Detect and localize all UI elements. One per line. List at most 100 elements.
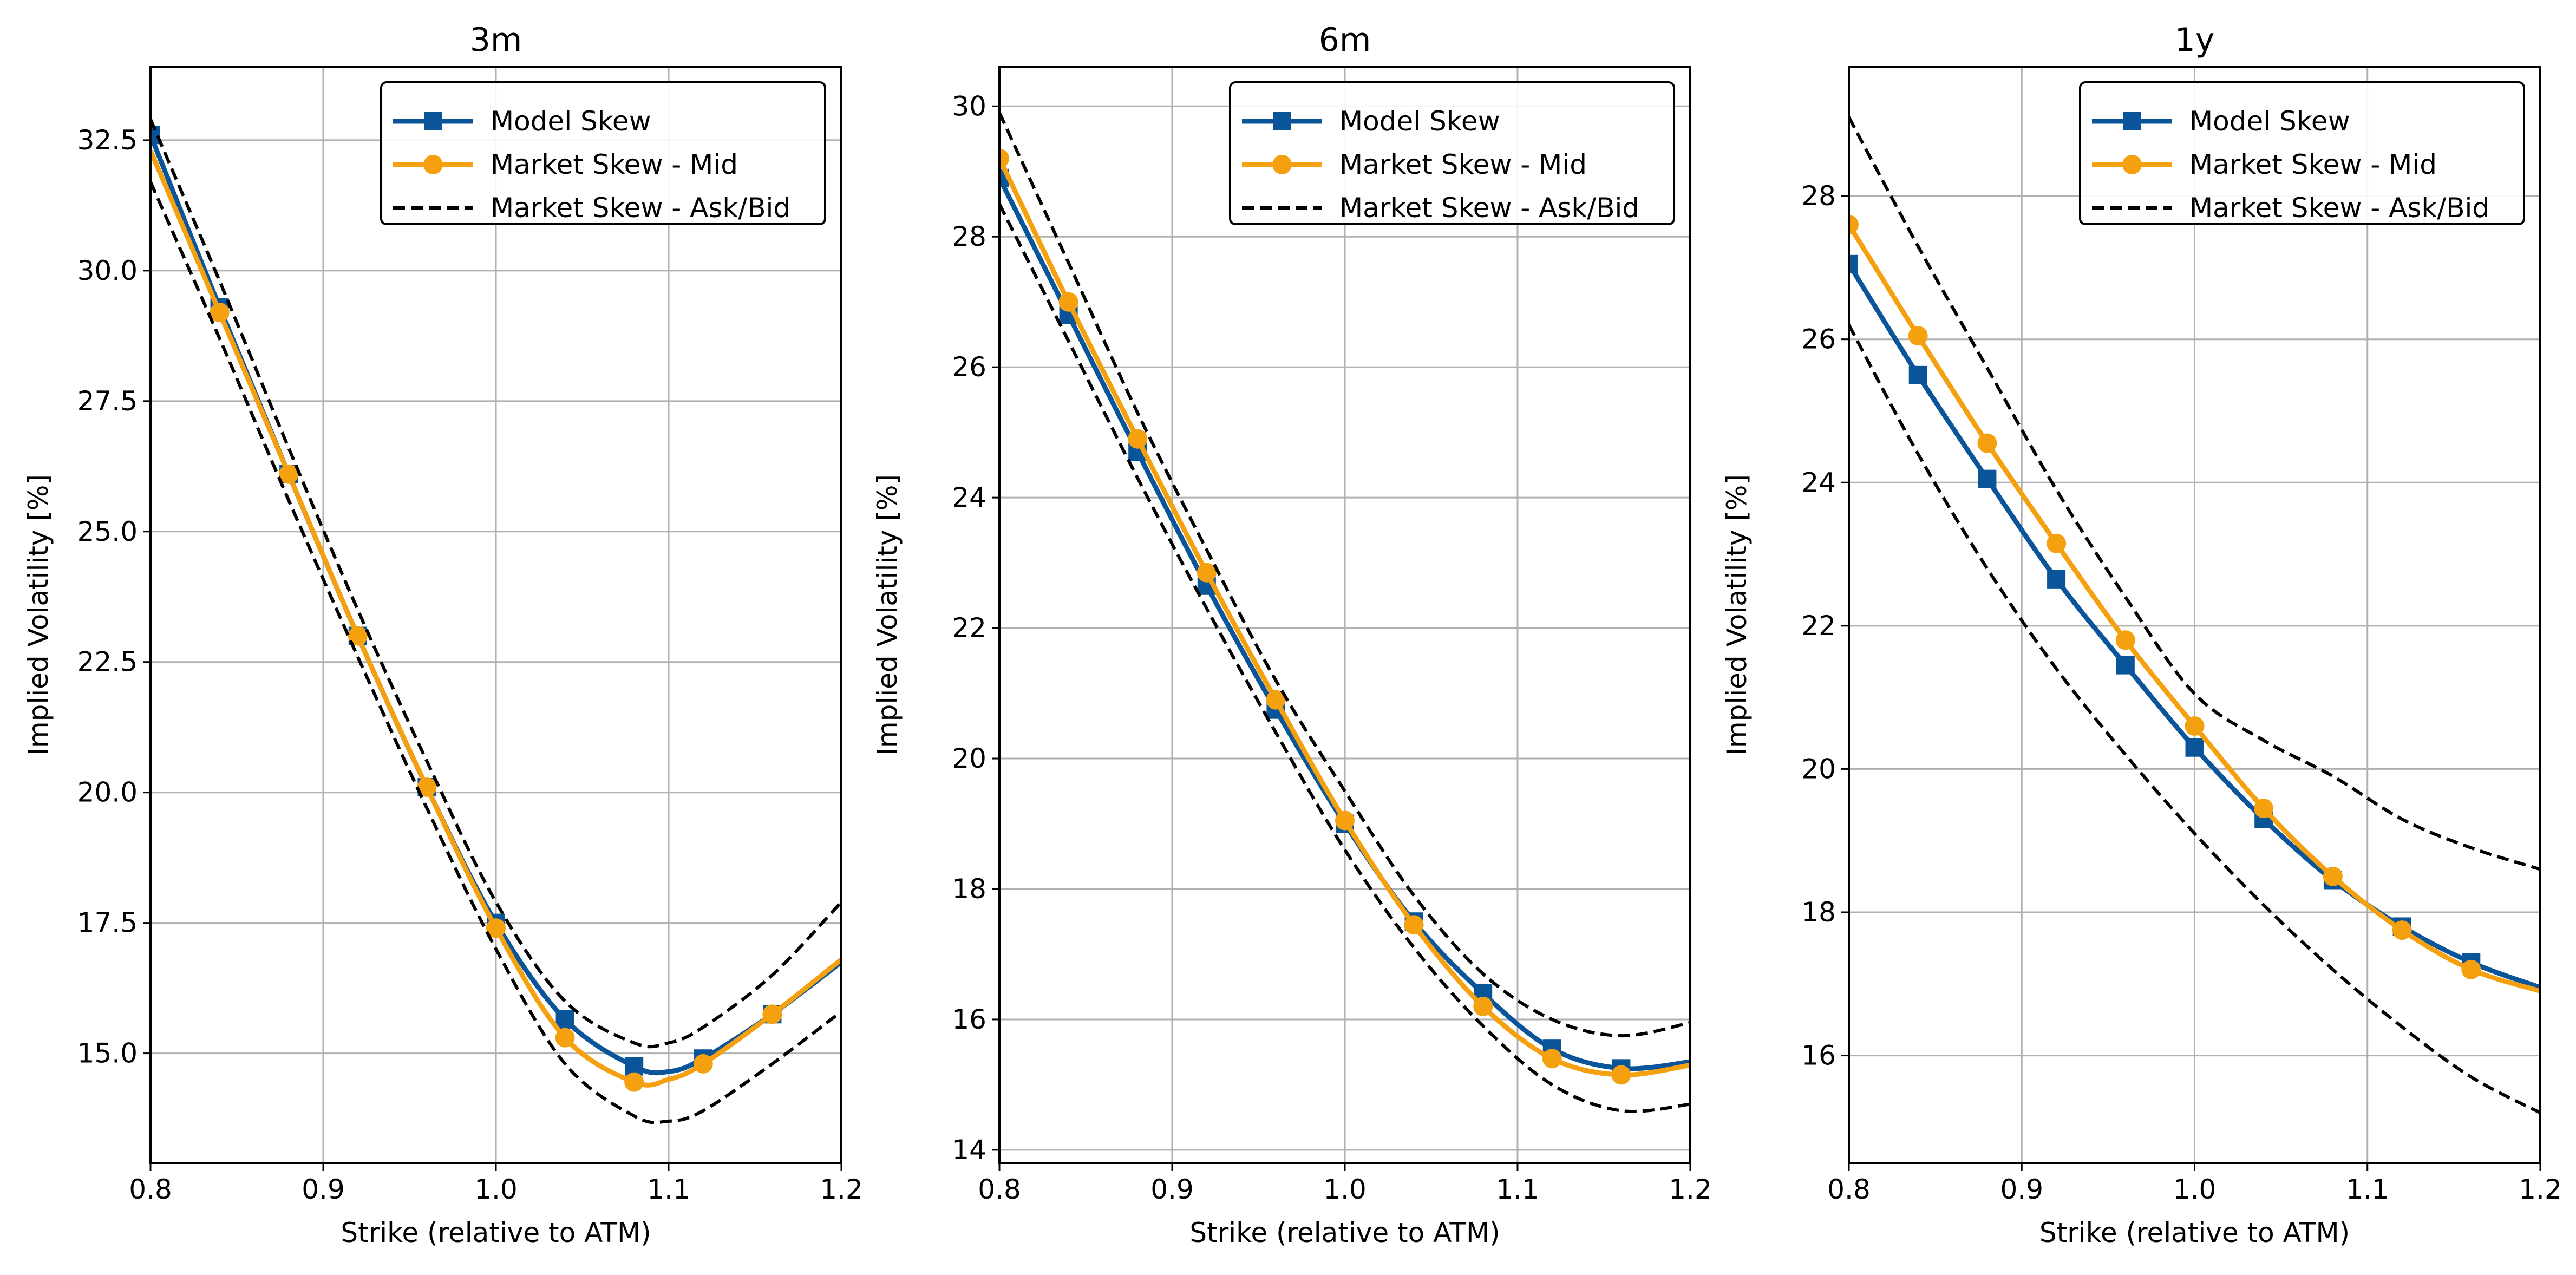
data-point-circle	[693, 1054, 713, 1074]
data-point-circle	[1058, 292, 1078, 312]
y-tick-label: 26	[952, 351, 986, 383]
y-tick-label: 32.5	[77, 125, 138, 156]
data-point-circle	[1542, 1049, 1562, 1069]
x-tick-label: 0.9	[302, 1174, 345, 1205]
x-tick-label: 1.0	[1323, 1174, 1367, 1205]
x-tick-label: 1.2	[2519, 1174, 2562, 1205]
y-tick-label: 28	[952, 221, 986, 252]
legend-marker-square	[2123, 112, 2141, 130]
legend-box	[1229, 81, 1675, 225]
y-tick-label: 20	[952, 743, 986, 774]
y-tick-label: 22	[1801, 610, 1836, 642]
x-tick-label: 1.2	[820, 1174, 863, 1205]
market-skew-ask-bid-line	[999, 112, 1690, 1038]
x-tick-label: 0.9	[1150, 1174, 1194, 1205]
x-tick-label: 1.1	[2346, 1174, 2389, 1205]
data-point-circle	[2254, 799, 2274, 819]
x-tick-label: 0.8	[129, 1174, 172, 1205]
data-point-circle	[1404, 915, 1424, 935]
market-skew-ask-bid-line	[151, 119, 841, 1049]
market-skew-bid-line	[151, 181, 841, 1124]
x-tick-label: 0.8	[978, 1174, 1021, 1205]
y-axis-label: Implied Volatility [%]	[23, 474, 54, 756]
data-point-circle	[555, 1028, 575, 1048]
x-axis-label: Strike (relative to ATM)	[1189, 1217, 1500, 1248]
legend: Model Skew Market Skew - Mid Market Skew -…	[380, 81, 826, 225]
legend-box	[2079, 81, 2525, 225]
data-point-circle	[486, 918, 506, 938]
x-tick-label: 1.1	[647, 1174, 690, 1205]
data-point-circle	[999, 148, 1009, 168]
axes-frame	[998, 66, 1691, 1164]
series-group	[1849, 116, 2540, 1115]
x-axis-label: Strike (relative to ATM)	[2039, 1217, 2350, 1248]
x-axis-label: Strike (relative to ATM)	[341, 1217, 651, 1248]
data-point-circle	[1266, 690, 1286, 710]
legend-marker-square	[424, 112, 442, 130]
legend-label: Market Skew - Ask/Bid	[1339, 192, 1639, 224]
series-group	[999, 112, 1690, 1113]
data-point-circle	[417, 777, 437, 797]
data-point-square	[2185, 738, 2204, 757]
y-tick-label: 17.5	[77, 907, 138, 939]
data-point-circle	[762, 1004, 782, 1024]
legend-label: Market Skew - Ask/Bid	[491, 192, 790, 224]
chart-title: 3m	[470, 21, 522, 59]
y-tick-label: 30.0	[77, 255, 138, 286]
y-tick-label: 22	[952, 612, 986, 644]
data-point-square	[1978, 469, 1997, 488]
data-point-circle	[279, 464, 299, 484]
x-tick-label: 1.2	[1669, 1174, 1712, 1205]
data-point-circle	[2392, 920, 2412, 940]
axes-frame	[149, 66, 842, 1164]
data-point-circle	[210, 302, 230, 322]
data-point-circle	[2047, 533, 2067, 553]
data-point-circle	[2115, 630, 2135, 650]
legend-marker-circle	[2122, 155, 2142, 174]
legend-label: Model Skew	[1339, 106, 1500, 137]
legend-marker-square	[1273, 112, 1291, 130]
y-tick-label: 22.5	[77, 646, 138, 678]
data-point-circle	[1908, 326, 1928, 346]
x-tick-label: 0.8	[1827, 1174, 1871, 1205]
data-point-circle	[624, 1072, 644, 1092]
legend-label: Model Skew	[2189, 106, 2350, 137]
data-point-circle	[1977, 433, 1997, 453]
y-tick-label: 24	[1801, 467, 1836, 498]
y-tick-label: 27.5	[77, 385, 138, 417]
legend-label: Market Skew - Mid	[2189, 149, 2437, 180]
y-tick-label: 28	[1801, 180, 1836, 212]
legend-label: Market Skew - Ask/Bid	[2189, 192, 2489, 224]
legend-marker-circle	[1272, 155, 1292, 174]
legend-label: Model Skew	[491, 106, 651, 137]
legend: Model Skew Market Skew - Mid Market Skew -…	[1229, 81, 1675, 225]
legend-box	[380, 81, 826, 225]
data-point-circle	[1197, 563, 1217, 583]
legend-marker-circle	[423, 155, 443, 174]
y-tick-label: 14	[952, 1134, 986, 1166]
x-tick-label: 1.0	[474, 1174, 518, 1205]
y-tick-label: 24	[952, 482, 986, 513]
chart-panel-1y: 0.8 0.9 1.0 1.1 1.2 16 18 20 22 24 26 28 1y Strike (r…	[1721, 21, 2562, 1248]
market-skew-ask-bid-line	[1849, 116, 2540, 871]
data-point-circle	[348, 626, 368, 646]
data-point-circle	[2185, 716, 2205, 736]
x-tick-label: 1.0	[2173, 1174, 2217, 1205]
data-point-square	[1849, 254, 1858, 273]
y-tick-label: 16	[952, 1004, 986, 1035]
y-tick-label: 25.0	[77, 516, 138, 547]
x-tick-label: 1.1	[1496, 1174, 1539, 1205]
chart-panel-6m: 0.8 0.9 1.0 1.1 1.2 14 16 18 20 22 24 26 28 30 6m Strik…	[872, 21, 1712, 1248]
data-point-square	[555, 1010, 574, 1029]
data-point-square	[2047, 570, 2066, 589]
data-point-circle	[2323, 866, 2343, 886]
data-point-square	[151, 126, 160, 145]
chart-title: 6m	[1319, 21, 1371, 59]
axes-frame	[1848, 66, 2541, 1164]
data-point-circle	[1335, 810, 1355, 831]
series-group	[151, 119, 841, 1124]
legend-label: Market Skew - Mid	[491, 149, 738, 180]
y-axis-label: Implied Volatility [%]	[1721, 474, 1753, 756]
